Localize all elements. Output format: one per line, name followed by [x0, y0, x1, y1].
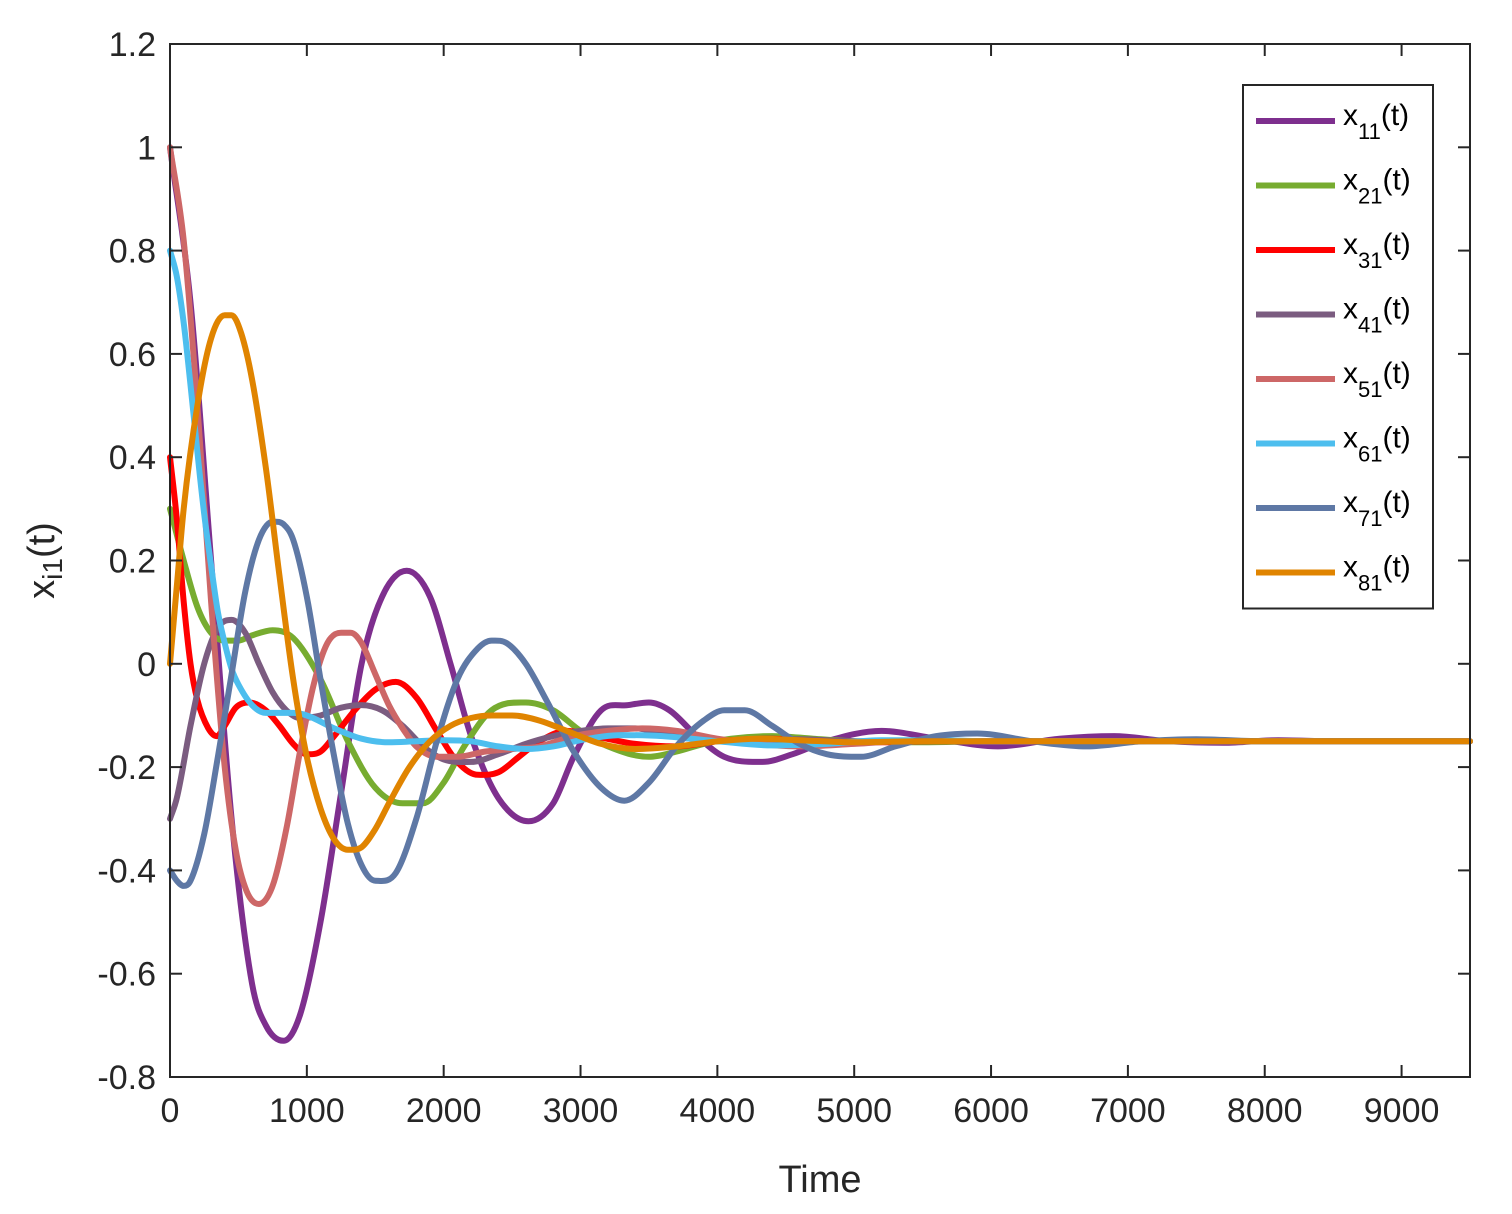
x-tick-label: 6000 [953, 1092, 1029, 1130]
legend-item-41: x41(t) [1256, 293, 1411, 338]
x-tick-label: 0 [161, 1092, 180, 1130]
legend-label-sub: 11 [1358, 119, 1381, 144]
legend-label: x61(t) [1343, 422, 1411, 467]
y-axis-title: xi1(t) [21, 522, 68, 599]
legend-label-main: x [1343, 228, 1358, 261]
legend-label: x31(t) [1343, 228, 1411, 273]
legend-label-suffix: (t) [1382, 293, 1410, 326]
legend-label-sub: 31 [1358, 248, 1382, 273]
y-axis-title-sub: i1 [37, 558, 68, 580]
series-line-71 [167, 518, 1473, 889]
legend-item-21: x21(t) [1256, 164, 1411, 209]
y-axis-title-main: x [21, 580, 63, 599]
legend-label-suffix: (t) [1382, 164, 1410, 197]
legend-label: x71(t) [1343, 486, 1411, 531]
x-tick-label: 5000 [816, 1092, 892, 1130]
series-layer [167, 144, 1473, 1044]
y-tick-label: -0.4 [97, 852, 156, 890]
legend-label-main: x [1343, 422, 1358, 455]
y-axis: -0.8 -0.6 -0.4 -0.2 0 0.2 0.4 0.6 0.8 1 1.2 [97, 26, 1470, 1097]
y-tick-label: 0 [137, 646, 156, 684]
y-tick-label: 1.2 [109, 26, 156, 64]
y-tick-label: -0.2 [97, 749, 156, 787]
y-tick-label: 0.6 [109, 336, 156, 374]
legend-label: x41(t) [1343, 293, 1411, 338]
legend-label-main: x [1343, 164, 1358, 197]
legend-label: x81(t) [1343, 551, 1411, 596]
x-tick-label: 2000 [406, 1092, 482, 1130]
legend-item-31: x31(t) [1256, 228, 1411, 273]
legend-label: x21(t) [1343, 164, 1411, 209]
legend-label-suffix: (t) [1381, 99, 1409, 132]
legend-label: x51(t) [1343, 357, 1411, 402]
legend-label-sub: 61 [1358, 442, 1382, 467]
x-tick-label: 3000 [543, 1092, 619, 1130]
legend-label-main: x [1343, 293, 1358, 326]
y-tick-label: -0.8 [97, 1059, 156, 1097]
x-axis-title: Time [778, 1159, 861, 1201]
series-line-81 [167, 312, 1473, 853]
legend-label-sub: 81 [1358, 571, 1382, 596]
y-tick-label: -0.6 [97, 956, 156, 994]
y-tick-label: 0.4 [109, 439, 156, 477]
legend-label-suffix: (t) [1382, 486, 1410, 519]
legend-label-sub: 71 [1358, 506, 1382, 531]
y-tick-label: 0.2 [109, 543, 156, 581]
legend-label: x11(t) [1343, 99, 1409, 144]
legend-label-suffix: (t) [1382, 228, 1410, 261]
y-tick-label: 1 [137, 129, 156, 167]
legend-label-main: x [1343, 551, 1358, 584]
legend-item-51: x51(t) [1256, 357, 1411, 402]
x-tick-label: 7000 [1090, 1092, 1166, 1130]
legend-label-sub: 41 [1358, 313, 1382, 338]
y-tick-label: 0.8 [109, 233, 156, 271]
x-tick-label: 9000 [1364, 1092, 1440, 1130]
legend-label-suffix: (t) [1382, 357, 1410, 390]
x-axis: 0 1000 2000 3000 4000 5000 6000 7000 8000 9000 [161, 44, 1440, 1130]
x-tick-label: 8000 [1227, 1092, 1303, 1130]
legend-item-81: x81(t) [1256, 551, 1411, 596]
legend-label-main: x [1343, 99, 1358, 132]
legend-label-sub: 21 [1358, 184, 1382, 209]
legend-label-main: x [1343, 486, 1358, 519]
legend-item-71: x71(t) [1256, 486, 1411, 531]
legend-box [1242, 84, 1434, 610]
legend-label-suffix: (t) [1382, 551, 1410, 584]
legend-label-suffix: (t) [1382, 422, 1410, 455]
legend-label-sub: 51 [1358, 377, 1382, 402]
y-axis-title-suffix: (t) [21, 522, 63, 558]
legend-label-main: x [1343, 357, 1358, 390]
x-tick-label: 1000 [269, 1092, 345, 1130]
legend: x11(t)x21(t)x31(t)x41(t)x51(t)x61(t)x71(… [1242, 84, 1434, 610]
legend-item-61: x61(t) [1256, 422, 1411, 467]
legend-item-11: x11(t) [1256, 99, 1409, 144]
x-tick-label: 4000 [680, 1092, 756, 1130]
